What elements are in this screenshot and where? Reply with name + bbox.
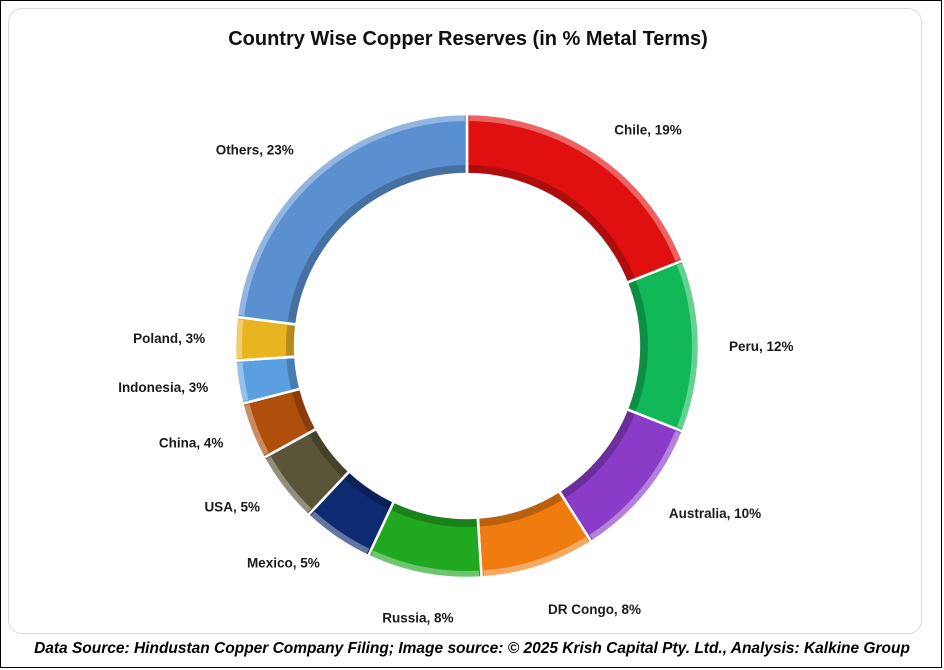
slice-shade-chile	[468, 165, 635, 281]
slice-shade-dr-congo	[479, 492, 563, 527]
slice-highlight-usa	[265, 456, 312, 513]
label-mexico: Mexico, 5%	[247, 556, 320, 571]
label-chile: Chile, 19%	[614, 122, 682, 137]
chart-title: Country Wise Copper Reserves (in % Metal…	[228, 28, 708, 50]
slice-highlight-others	[238, 115, 465, 316]
data-source-note: Data Source: Hindustan Copper Company Fi…	[34, 640, 910, 657]
slice-shade-russia	[391, 503, 477, 527]
slice-highlight-dr-congo	[483, 537, 589, 577]
label-peru: Peru, 12%	[729, 339, 794, 354]
label-russia: Russia, 8%	[382, 610, 453, 625]
slice-shade-indonesia	[286, 358, 300, 390]
slice-highlight-russia	[370, 550, 480, 577]
slice-others[interactable]	[235, 112, 469, 326]
labels-group: Chile, 19% Peru, 12% Australia, 10% DR Cong…	[118, 122, 793, 625]
label-australia: Australia, 10%	[669, 506, 761, 521]
slice-highlight-poland	[236, 319, 244, 359]
slice-shade-poland	[286, 325, 296, 356]
slice-highlight-mexico	[310, 511, 370, 555]
slice-highlight-indonesia	[236, 362, 249, 402]
slice-shade-peru	[628, 281, 648, 411]
label-indonesia: Indonesia, 3%	[118, 380, 208, 395]
slice-shade-china	[292, 390, 315, 432]
slice-highlight-china	[243, 404, 269, 456]
slice-highlight-australia	[589, 430, 681, 540]
slice-shade-usa	[309, 430, 348, 477]
slice-highlight-chile	[469, 115, 681, 262]
label-others: Others, 23%	[216, 142, 294, 157]
slice-shade-others	[287, 165, 466, 323]
label-poland: Poland, 3%	[133, 331, 205, 346]
slice-shade-mexico	[344, 473, 392, 509]
label-dr-congo: DR Congo, 8%	[548, 602, 641, 617]
label-usa: USA, 5%	[204, 500, 260, 515]
slice-chile[interactable]	[465, 112, 685, 285]
slices-group	[233, 112, 701, 580]
label-china: China, 4%	[159, 435, 224, 450]
slice-highlight-peru	[677, 263, 698, 429]
slice-shade-australia	[561, 411, 635, 498]
